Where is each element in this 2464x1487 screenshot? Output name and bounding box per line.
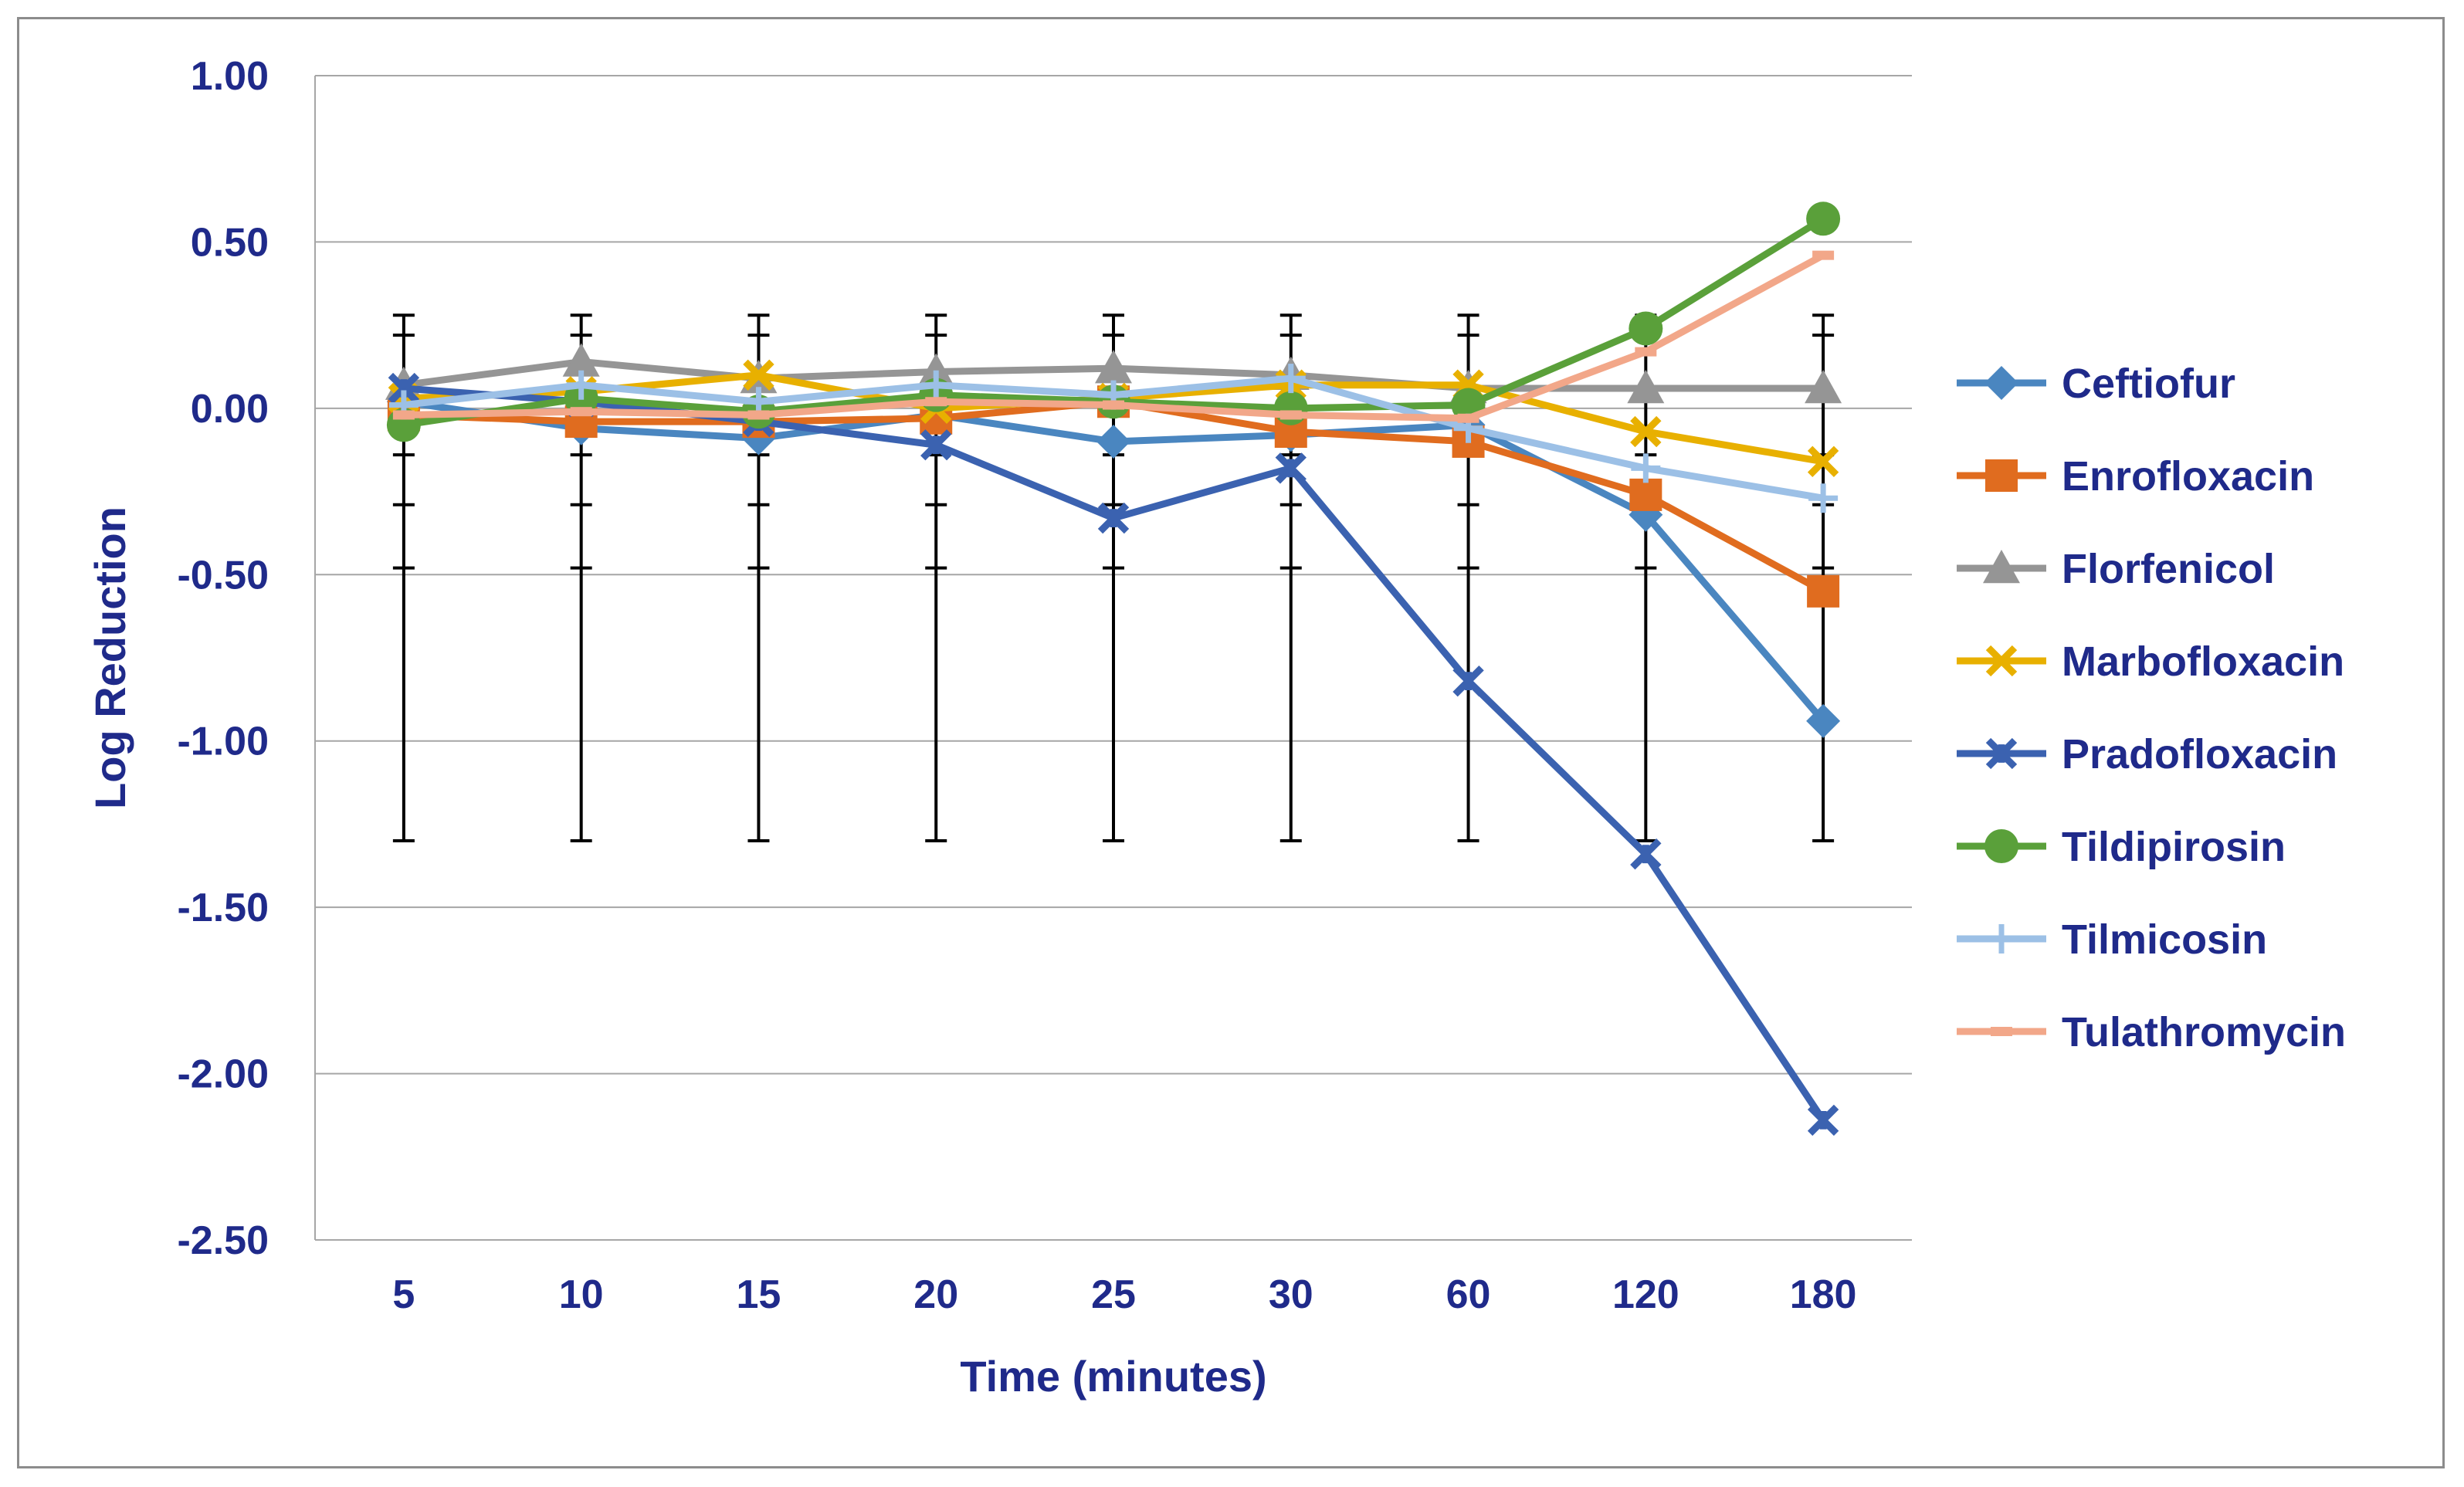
legend-label: Tildipirosin bbox=[2062, 824, 2286, 870]
x-tick-label: 180 bbox=[1790, 1272, 1857, 1317]
x-tick-label: 25 bbox=[1091, 1272, 1136, 1317]
data-point bbox=[1991, 1027, 2012, 1036]
x-tick-label: 30 bbox=[1269, 1272, 1313, 1317]
y-tick-label: -0.50 bbox=[177, 553, 269, 598]
data-point bbox=[1807, 1104, 1839, 1136]
data-point bbox=[1985, 737, 2018, 770]
data-point bbox=[1095, 350, 1132, 384]
y-tick-label: -2.50 bbox=[177, 1218, 269, 1263]
data-point bbox=[920, 429, 952, 461]
data-point bbox=[1805, 370, 1842, 404]
y-axis-ticks: 1.00 0.50 0.00 -0.50 -1.00 -1.50 -2.00 -2.50 bbox=[177, 54, 269, 1263]
y-tick-label: 0.00 bbox=[191, 387, 269, 432]
data-point bbox=[1630, 838, 1662, 870]
data-point bbox=[1629, 311, 1663, 346]
data-point bbox=[1812, 250, 1835, 260]
legend-label: Marbofloxacin bbox=[2062, 638, 2344, 685]
legend: Ceftiofur Enrofloxacin Florfenicol Marboflo… bbox=[1957, 361, 2346, 1055]
x-tick-label: 15 bbox=[737, 1272, 781, 1317]
data-point bbox=[921, 370, 951, 400]
x-tick-label: 60 bbox=[1446, 1272, 1491, 1317]
legend-label: Ceftiofur bbox=[2062, 361, 2235, 407]
data-point bbox=[566, 370, 596, 400]
data-point bbox=[1630, 415, 1662, 448]
legend-label: Pradofloxacin bbox=[2062, 731, 2337, 777]
data-point bbox=[1097, 502, 1130, 534]
legend-item: Ceftiofur bbox=[1957, 361, 2235, 407]
data-point bbox=[570, 407, 592, 417]
data-point bbox=[1984, 366, 2018, 400]
data-point bbox=[917, 353, 955, 387]
data-point bbox=[1276, 364, 1306, 394]
y-axis-title: Log Reduction bbox=[86, 506, 134, 809]
data-point bbox=[1635, 347, 1657, 357]
data-point bbox=[1807, 574, 1840, 608]
data-point bbox=[1985, 459, 2018, 492]
data-point bbox=[392, 410, 415, 420]
data-point bbox=[1806, 703, 1841, 738]
x-axis-title: Time (minutes) bbox=[960, 1352, 1266, 1401]
x-tick-label: 20 bbox=[913, 1272, 958, 1317]
legend-item: Tulathromycin bbox=[1957, 1009, 2346, 1055]
data-point bbox=[1275, 452, 1307, 484]
y-tick-label: 1.00 bbox=[191, 54, 269, 99]
legend-item: Tilmicosin bbox=[1957, 916, 2267, 963]
data-point bbox=[1987, 924, 2016, 954]
data-point bbox=[1103, 400, 1124, 410]
data-point bbox=[747, 410, 770, 420]
data-point bbox=[743, 359, 774, 391]
series-tulathromycin bbox=[392, 250, 1835, 423]
data-point bbox=[1096, 424, 1130, 459]
data-point bbox=[1807, 445, 1839, 477]
data-point bbox=[1806, 202, 1841, 236]
y-tick-label: -1.00 bbox=[177, 720, 269, 764]
legend-item: Marbofloxacin bbox=[1957, 638, 2344, 685]
data-point bbox=[1808, 483, 1839, 513]
legend-item: Florfenicol bbox=[1957, 546, 2275, 592]
data-point bbox=[1629, 478, 1662, 511]
legend-item: Tildipirosin bbox=[1957, 824, 2286, 870]
y-tick-label: 0.50 bbox=[191, 220, 269, 265]
series-lines bbox=[385, 202, 1842, 1136]
data-point bbox=[1984, 829, 2018, 863]
data-point bbox=[562, 343, 600, 377]
data-point bbox=[1985, 645, 2018, 677]
legend-label: Tulathromycin bbox=[2062, 1009, 2346, 1055]
data-point bbox=[1452, 665, 1484, 697]
legend-item: Enrofloxacin bbox=[1957, 453, 2314, 500]
x-tick-label: 10 bbox=[559, 1272, 604, 1317]
chart-frame bbox=[17, 17, 2445, 1468]
data-point bbox=[925, 397, 947, 407]
data-point bbox=[1273, 391, 1308, 425]
data-point bbox=[1457, 413, 1479, 423]
data-point bbox=[1627, 370, 1665, 404]
x-axis-ticks: 5 10 15 20 25 30 60 120 180 bbox=[392, 1272, 1856, 1317]
legend-label: Florfenicol bbox=[2062, 546, 2275, 592]
y-tick-label: -2.00 bbox=[177, 1052, 269, 1097]
x-tick-label: 120 bbox=[1612, 1272, 1679, 1317]
data-point bbox=[1279, 410, 1302, 420]
x-tick-label: 5 bbox=[392, 1272, 415, 1317]
legend-label: Enrofloxacin bbox=[2062, 453, 2314, 500]
data-point bbox=[1631, 453, 1661, 483]
y-tick-label: -1.50 bbox=[177, 886, 269, 930]
data-point bbox=[1983, 550, 2020, 584]
legend-label: Tilmicosin bbox=[2062, 916, 2267, 963]
legend-item: Pradofloxacin bbox=[1957, 731, 2337, 777]
